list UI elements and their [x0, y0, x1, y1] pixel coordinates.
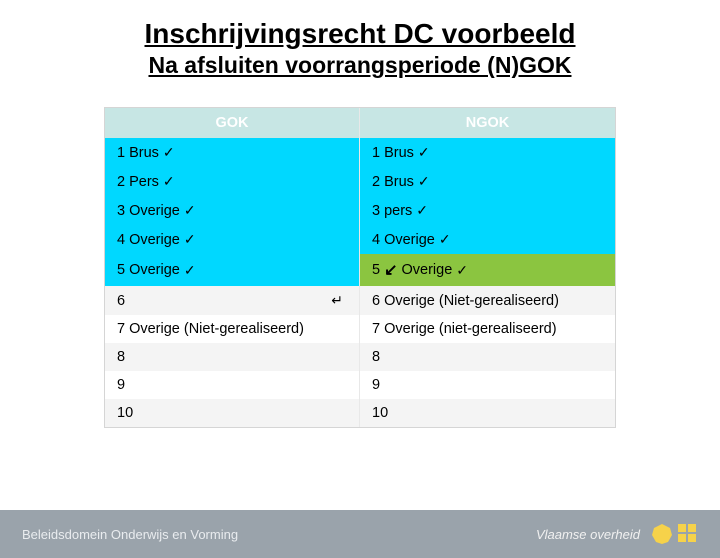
- check-icon: ✓: [416, 202, 428, 219]
- check-icon: ✓: [163, 144, 175, 161]
- gok-cell: 7Overige (Niet-gerealiseerd): [105, 315, 360, 343]
- cell-number: 6: [372, 293, 380, 309]
- table-row: 88: [105, 343, 615, 371]
- ngok-cell: 1Brus✓: [360, 138, 615, 167]
- footer-right-text: Vlaamse overheid: [536, 527, 640, 542]
- cell-label: Brus: [129, 145, 159, 161]
- cell-label: Overige (Niet-gerealiseerd): [129, 321, 304, 337]
- gok-cell: 9: [105, 371, 360, 399]
- cell-label: Overige: [129, 203, 180, 219]
- cell-number: 9: [117, 377, 125, 393]
- return-icon: ↵: [331, 292, 349, 309]
- cell-label: Brus: [384, 145, 414, 161]
- table-row: 2Pers✓2Brus✓: [105, 167, 615, 196]
- cell-number: 3: [372, 203, 380, 219]
- gok-cell: 1Brus✓: [105, 138, 360, 167]
- check-icon: ✓: [163, 173, 175, 190]
- cell-label: Brus: [384, 174, 414, 190]
- check-icon: ✓: [439, 231, 451, 248]
- gok-cell: 5Overige✓: [105, 254, 360, 286]
- gok-cell: 3Overige✓: [105, 196, 360, 225]
- header-gok: GOK: [105, 108, 360, 138]
- table-row: 99: [105, 371, 615, 399]
- gok-cell: 4Overige✓: [105, 225, 360, 254]
- check-icon: ✓: [456, 262, 468, 279]
- page-subtitle: Na afsluiten voorrangsperiode (N)GOK: [0, 52, 720, 79]
- cell-number: 10: [372, 405, 388, 421]
- footer-right: Vlaamse overheid: [536, 522, 698, 546]
- ngok-cell: 6Overige (Niet-gerealiseerd): [360, 286, 615, 315]
- cell-number: 5: [372, 262, 380, 278]
- check-icon: ✓: [184, 202, 196, 219]
- cell-number: 6: [117, 293, 125, 309]
- cell-label: Overige: [129, 262, 180, 278]
- cell-number: 7: [117, 321, 125, 337]
- cell-label: Overige: [384, 232, 435, 248]
- table-row: 10 10: [105, 399, 615, 427]
- ngok-cell: 5↙Overige✓: [360, 254, 615, 286]
- cell-label: Overige (Niet-gerealiseerd): [384, 293, 559, 309]
- table-row: 6↵6Overige (Niet-gerealiseerd): [105, 286, 615, 315]
- cell-number: 5: [117, 262, 125, 278]
- cell-number: 10: [117, 405, 133, 421]
- gok-cell: 6↵: [105, 286, 360, 315]
- check-icon: ✓: [418, 173, 430, 190]
- ngok-cell: 3pers✓: [360, 196, 615, 225]
- header-ngok: NGOK: [360, 108, 615, 138]
- cell-number: 3: [117, 203, 125, 219]
- cell-label: Overige: [129, 232, 180, 248]
- cell-number: 7: [372, 321, 380, 337]
- cell-number: 1: [117, 145, 125, 161]
- ngok-cell: 2Brus✓: [360, 167, 615, 196]
- cell-label: Overige: [401, 262, 452, 278]
- cell-number: 2: [372, 174, 380, 190]
- cell-label: pers: [384, 203, 412, 219]
- table-row: 1Brus✓1Brus✓: [105, 138, 615, 167]
- footer-bar: Beleidsdomein Onderwijs en Vorming Vlaam…: [0, 510, 720, 558]
- ngok-cell: 9: [360, 371, 615, 399]
- footer-left-text: Beleidsdomein Onderwijs en Vorming: [22, 527, 238, 542]
- gok-cell: 10: [105, 399, 360, 427]
- table-row: 4Overige✓4Overige✓: [105, 225, 615, 254]
- enrollment-table: GOK NGOK 1Brus✓1Brus✓2Pers✓2Brus✓3Overig…: [104, 107, 616, 428]
- cell-number: 1: [372, 145, 380, 161]
- gok-cell: 2Pers✓: [105, 167, 360, 196]
- ngok-cell: 8: [360, 343, 615, 371]
- flanders-lion-icon: [650, 522, 698, 546]
- gok-cell: 8: [105, 343, 360, 371]
- arrow-down-left-icon: ↙: [384, 260, 397, 280]
- cell-number: 9: [372, 377, 380, 393]
- page-title: Inschrijvingsrecht DC voorbeeld: [0, 18, 720, 50]
- cell-number: 8: [117, 349, 125, 365]
- ngok-cell: 7Overige (niet-gerealiseerd): [360, 315, 615, 343]
- table-row: 5Overige✓5↙Overige✓: [105, 254, 615, 286]
- check-icon: ✓: [418, 144, 430, 161]
- table-header-row: GOK NGOK: [105, 108, 615, 138]
- cell-number: 8: [372, 349, 380, 365]
- ngok-cell: 10: [360, 399, 615, 427]
- check-icon: ✓: [184, 231, 196, 248]
- table-row: 7Overige (Niet-gerealiseerd)7Overige (ni…: [105, 315, 615, 343]
- check-icon: ✓: [184, 262, 196, 279]
- cell-number: 4: [372, 232, 380, 248]
- ngok-cell: 4Overige✓: [360, 225, 615, 254]
- table-row: 3Overige✓3pers✓: [105, 196, 615, 225]
- cell-number: 4: [117, 232, 125, 248]
- cell-label: Pers: [129, 174, 159, 190]
- cell-label: Overige (niet-gerealiseerd): [384, 321, 556, 337]
- cell-number: 2: [117, 174, 125, 190]
